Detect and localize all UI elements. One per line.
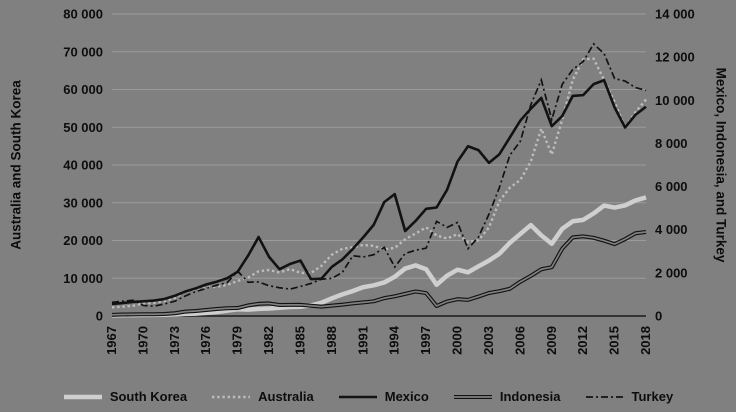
- svg-text:2000: 2000: [450, 326, 465, 355]
- legend-item-mexico: Mexico: [338, 389, 429, 404]
- svg-text:2003: 2003: [481, 326, 496, 355]
- left-axis-title: Australia and South Korea: [8, 80, 24, 250]
- legend-label: Indonesia: [499, 389, 561, 404]
- svg-text:1970: 1970: [135, 326, 150, 355]
- svg-text:2 000: 2 000: [655, 265, 688, 280]
- svg-text:20 000: 20 000: [63, 233, 103, 248]
- svg-text:12 000: 12 000: [655, 50, 695, 65]
- svg-text:80 000: 80 000: [63, 7, 103, 22]
- svg-text:60 000: 60 000: [63, 82, 103, 97]
- svg-text:1985: 1985: [292, 326, 307, 355]
- svg-text:0: 0: [655, 309, 662, 324]
- legend-label: South Korea: [109, 389, 188, 404]
- svg-text:2012: 2012: [575, 326, 590, 355]
- svg-text:2006: 2006: [512, 326, 527, 355]
- svg-text:1967: 1967: [104, 326, 119, 355]
- legend: South Korea Australia Mexico Indonesia Turke…: [0, 389, 736, 404]
- legend-item-indonesia: Indonesia: [453, 389, 561, 404]
- svg-text:2018: 2018: [638, 326, 653, 355]
- svg-text:70 000: 70 000: [63, 44, 103, 59]
- svg-text:1994: 1994: [387, 325, 402, 355]
- dotted-gray-legend-marker-icon: [212, 395, 251, 398]
- svg-text:6 000: 6 000: [655, 179, 688, 194]
- svg-text:50 000: 50 000: [63, 120, 103, 135]
- svg-text:1976: 1976: [198, 326, 213, 355]
- svg-text:2015: 2015: [607, 326, 622, 355]
- legend-item-turkey: Turkey: [585, 389, 674, 404]
- svg-text:1997: 1997: [418, 326, 433, 355]
- svg-text:2009: 2009: [544, 326, 559, 355]
- legend-label: Australia: [258, 389, 314, 404]
- svg-text:0: 0: [96, 309, 103, 324]
- svg-text:8 000: 8 000: [655, 136, 688, 151]
- svg-text:4 000: 4 000: [655, 222, 688, 237]
- legend-label: Mexico: [384, 389, 429, 404]
- svg-text:1979: 1979: [230, 326, 245, 355]
- svg-text:1988: 1988: [324, 326, 339, 355]
- svg-text:40 000: 40 000: [63, 158, 103, 173]
- dashdot-black-legend-marker-icon: [585, 395, 624, 398]
- right-axis-title: Mexico, Indonesia, and Turkey: [713, 67, 729, 263]
- legend-item-south-korea: South Korea: [63, 389, 187, 404]
- solid-black-legend-marker-icon: [338, 395, 377, 398]
- svg-text:10 000: 10 000: [655, 93, 695, 108]
- svg-text:1991: 1991: [355, 326, 370, 355]
- svg-text:14 000: 14 000: [655, 7, 695, 22]
- double-black-legend-marker-icon: [453, 394, 492, 399]
- legend-label: Turkey: [631, 389, 674, 404]
- thick-solid-lightgray-legend-marker-icon: [63, 394, 102, 399]
- svg-text:30 000: 30 000: [63, 195, 103, 210]
- svg-text:10 000: 10 000: [63, 271, 103, 286]
- legend-item-australia: Australia: [211, 389, 314, 404]
- svg-text:1973: 1973: [167, 326, 182, 355]
- svg-text:1982: 1982: [261, 326, 276, 355]
